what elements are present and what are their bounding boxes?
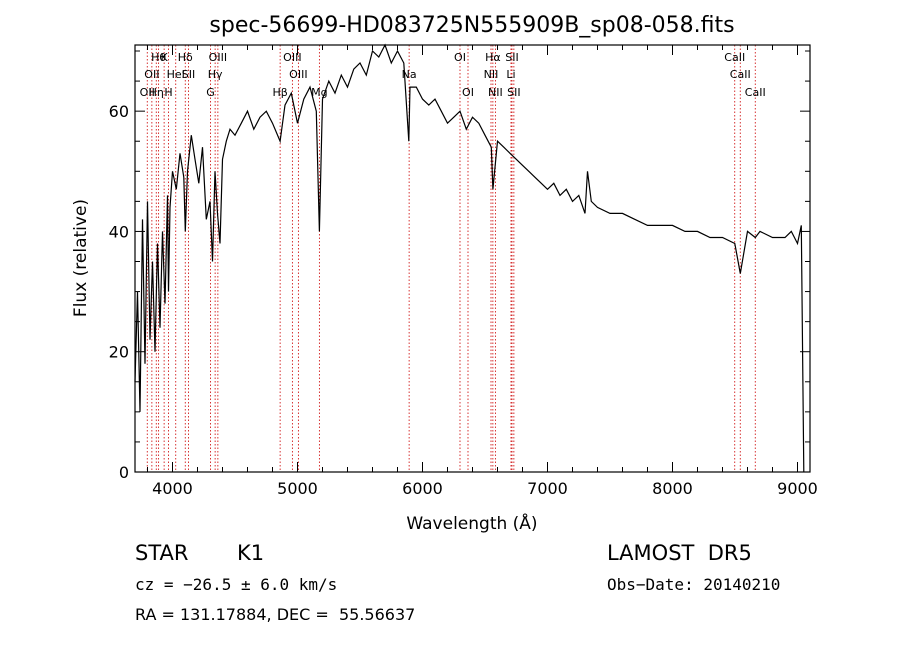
marker-label-SII: SII bbox=[505, 51, 518, 64]
marker-label-OIII: OIII bbox=[283, 51, 301, 64]
y-tick-label: 60 bbox=[109, 102, 129, 121]
y-tick-label: 0 bbox=[119, 463, 129, 482]
object-class: STAR bbox=[135, 541, 189, 565]
marker-label-NII: NII bbox=[488, 86, 503, 99]
chart-title: spec-56699-HD083725N555909B_sp08-058.fit… bbox=[209, 13, 734, 38]
marker-label-Hα: Hα bbox=[485, 51, 501, 64]
x-axis-ticks: 4000 5000 6000 7000 8000 9000 bbox=[147, 45, 818, 498]
spectrum-line bbox=[134, 43, 805, 473]
marker-label-K: K bbox=[161, 51, 169, 64]
marker-label-OIII: OIII bbox=[209, 51, 227, 64]
marker-label-Mg: Mg bbox=[311, 86, 327, 99]
marker-label-Li: Li bbox=[506, 68, 515, 81]
x-tick-label: 8000 bbox=[652, 479, 693, 498]
marker-label-NII: NII bbox=[484, 68, 499, 81]
ra-dec-coordinates: RA = 131.17884, DEC = 55.56637 bbox=[135, 605, 416, 624]
y-axis-label: Flux (relative) bbox=[71, 199, 91, 317]
y-tick-label: 20 bbox=[109, 343, 129, 362]
object-subclass: K1 bbox=[237, 541, 265, 565]
marker-label-SII: SII bbox=[507, 86, 520, 99]
marker-label-Na: Na bbox=[402, 68, 417, 81]
marker-label-OI: OI bbox=[454, 51, 466, 64]
marker-label-Hγ: Hγ bbox=[208, 68, 223, 81]
marker-label-CaII: CaII bbox=[730, 68, 751, 81]
marker-label-CaII: CaII bbox=[724, 51, 745, 64]
plot-frame bbox=[134, 44, 811, 473]
x-tick-label: 6000 bbox=[402, 479, 443, 498]
marker-label-G: G bbox=[206, 86, 215, 99]
x-tick-label: 5000 bbox=[277, 479, 318, 498]
marker-label-OI: OI bbox=[462, 86, 474, 99]
spectral-line-labels: OIIOIIHηHθKHHeIHδSIIGHγOIIIHβOIIIOIIIMgN… bbox=[140, 51, 766, 99]
spectral-line-markers bbox=[146, 45, 756, 472]
survey-name: LAMOST DR5 bbox=[607, 541, 752, 565]
marker-label-HeI: HeI bbox=[167, 68, 185, 81]
marker-label-Hη: Hη bbox=[149, 86, 164, 99]
observation-date: Obs−Date: 20140210 bbox=[607, 575, 781, 594]
marker-label-Hθ: Hθ bbox=[151, 51, 166, 64]
y-axis-ticks: 0 20 40 60 bbox=[109, 50, 810, 482]
x-axis-label: Wavelength (Å) bbox=[406, 512, 537, 534]
marker-label-OII: OII bbox=[144, 68, 159, 81]
marker-label-SII: SII bbox=[182, 68, 195, 81]
x-tick-label: 4000 bbox=[152, 479, 193, 498]
x-tick-label: 9000 bbox=[777, 479, 818, 498]
y-tick-label: 40 bbox=[109, 222, 129, 241]
marker-label-CaII: CaII bbox=[745, 86, 766, 99]
x-tick-label: 7000 bbox=[527, 479, 568, 498]
redshift-velocity: cz = −26.5 ± 6.0 km/s bbox=[135, 575, 338, 594]
marker-label-H: H bbox=[164, 86, 172, 99]
marker-label-Hδ: Hδ bbox=[178, 51, 193, 64]
marker-label-Hβ: Hβ bbox=[272, 86, 287, 99]
marker-label-OIII: OIII bbox=[289, 68, 307, 81]
marker-label-OII: OII bbox=[140, 86, 155, 99]
